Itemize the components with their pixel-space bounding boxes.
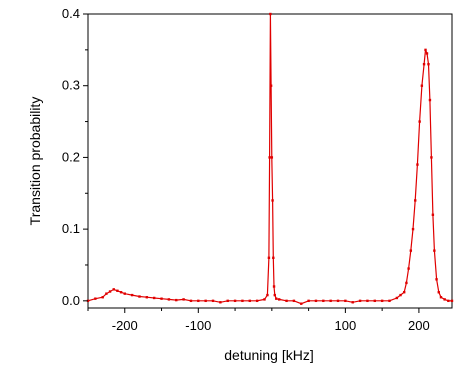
x-tick-label: 200 [408,318,430,333]
data-point [152,296,156,300]
data-point [450,299,454,303]
data-point [123,292,126,295]
data-point [403,291,406,294]
data-point [182,298,185,301]
data-point [263,298,266,301]
data-point [437,291,440,294]
data-point [273,293,276,297]
data-point [425,52,429,55]
data-point [418,120,421,123]
data-point [108,290,112,293]
data-point [443,298,446,301]
y-axis-label: Transition probability [27,97,43,226]
data-point [407,267,410,270]
data-point [322,299,325,303]
data-point [219,301,222,304]
data-point [233,299,237,303]
data-point [269,84,273,87]
data-point [420,84,424,87]
data-point [409,249,413,252]
data-point [300,302,303,305]
data-point [424,48,427,52]
data-point [175,298,178,302]
data-point [405,281,408,285]
data-point [272,285,276,288]
data-point [428,98,432,102]
data-point [314,299,318,303]
data-point [447,299,450,303]
x-axis-ticks: -200 -100 100 200 [87,308,430,333]
data-point [277,298,281,301]
data-point [138,295,141,298]
x-tick-label: 100 [335,318,357,333]
data-point [433,249,436,252]
data-point [241,299,244,303]
data-point [344,299,347,303]
data-point [366,299,369,303]
data-point [307,299,310,303]
data-point [329,299,332,303]
data-point [373,299,376,303]
x-tick-label: -100 [185,318,211,333]
data-point [269,12,272,16]
data-point [399,293,402,297]
data-point [336,299,340,303]
data-point [271,199,274,202]
data-point [189,299,193,303]
data-point [416,163,419,166]
data-point [439,296,443,299]
data-point [204,299,207,303]
data-point [211,299,215,303]
data-point [255,299,259,303]
data-point [130,293,134,297]
data-point [272,256,275,260]
data-point [435,278,438,281]
data-point [266,293,269,297]
x-tick-label: -200 [112,318,138,333]
data-point [267,256,271,260]
y-tick-label: 0.4 [62,6,80,21]
data-point [167,298,171,301]
x-axis-label: detuning [kHz] [224,347,314,363]
data-point [422,62,426,66]
data-point [197,299,200,303]
data-point [116,289,119,292]
data-point [119,291,123,294]
data-point [105,292,108,295]
data-point [226,299,229,303]
data-point [395,296,399,300]
data-point [430,156,433,159]
series-line [87,13,452,305]
data-point [411,227,415,231]
data-point [145,296,149,299]
data-point [268,156,271,159]
data-point [275,297,278,300]
data-point [351,301,354,304]
y-tick-label: 0.1 [62,221,80,236]
data-point [427,62,430,66]
y-tick-label: 0.0 [62,293,80,308]
y-tick-label: 0.2 [62,149,80,164]
data-point [112,288,115,291]
data-point [431,213,435,216]
series-layer [86,12,454,305]
y-axis-ticks: 0.0 0.1 0.2 0.3 0.4 [62,6,88,308]
data-point [358,299,362,303]
data-point [380,299,384,303]
data-point [285,299,288,303]
data-point [388,299,391,303]
data-point [248,299,251,303]
data-point [414,199,417,202]
data-point [292,299,296,303]
y-tick-label: 0.3 [62,78,80,93]
data-point [94,297,97,300]
data-point [101,296,104,299]
data-point [270,156,274,159]
data-point [160,297,163,300]
